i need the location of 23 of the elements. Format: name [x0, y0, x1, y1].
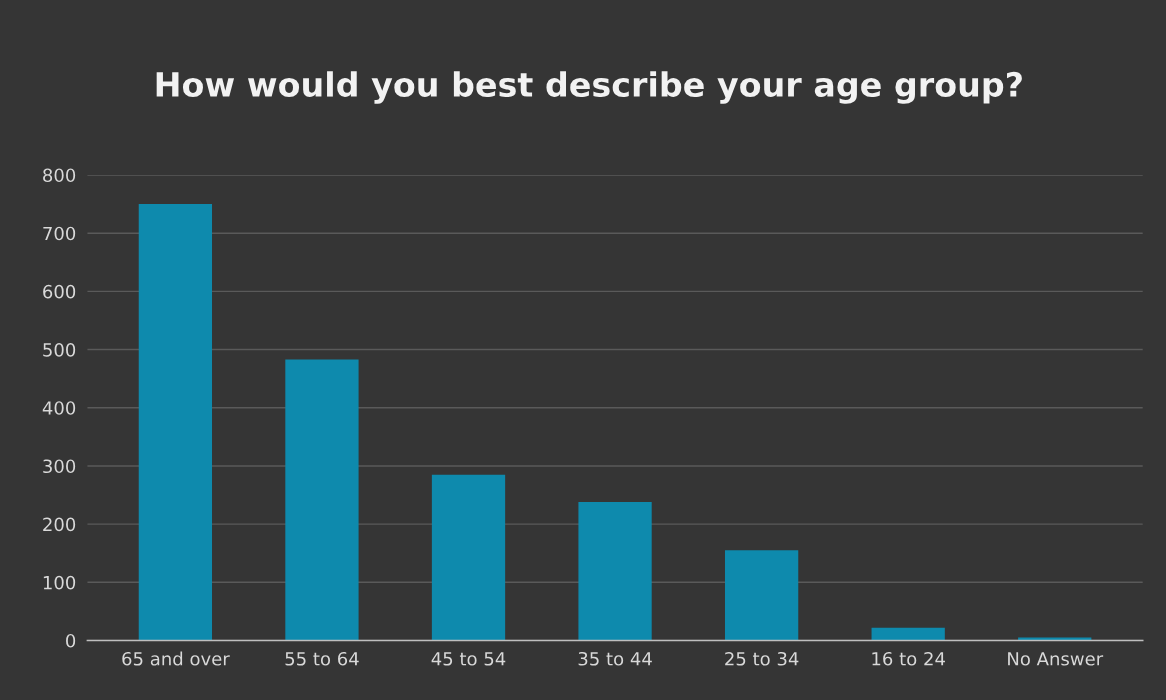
x-tick-label: 25 to 34 [725, 651, 799, 666]
x-tick-label: 55 to 64 [285, 651, 359, 666]
y-tick-label: 500 [43, 343, 76, 357]
x-tick-label: 65 and over [122, 651, 230, 666]
y-tick-label: 300 [43, 459, 76, 474]
x-tick-label: 45 to 54 [431, 652, 506, 666]
bar [138, 204, 213, 641]
bar [285, 359, 359, 641]
bar [871, 627, 945, 641]
x-tick-label: 35 to 44 [578, 651, 652, 666]
x-tick-label: 16 to 24 [872, 651, 945, 666]
y-tick-label: 100 [43, 575, 76, 590]
y-tick-label: 200 [43, 517, 76, 532]
y-tick-label: 800 [43, 168, 76, 183]
bar [724, 550, 799, 641]
x-tick-label: No Answer [1008, 652, 1104, 666]
y-tick-label: 0 [66, 633, 76, 648]
bar [578, 502, 652, 641]
y-tick-label: 600 [43, 284, 76, 299]
y-tick-label: 700 [43, 226, 76, 241]
chart-title: How would you best describe your age group? [156, 71, 1022, 104]
bar [431, 474, 506, 641]
y-tick-label: 400 [42, 401, 76, 415]
